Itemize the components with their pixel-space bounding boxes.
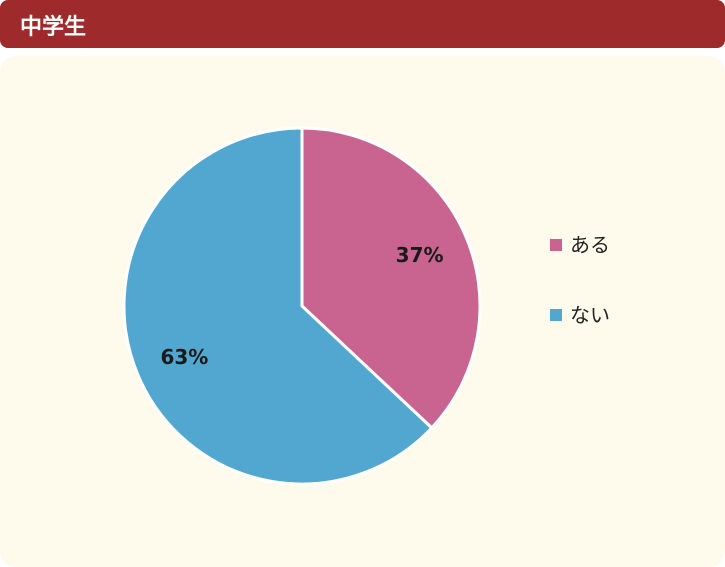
- chart-header: 中学生: [0, 0, 725, 48]
- pie-slice-2: [122, 126, 434, 486]
- legend-swatch-1: [550, 239, 562, 251]
- pie-labels: 37% 63%: [160, 243, 443, 369]
- legend-label-2: ない: [570, 303, 610, 327]
- pie-data-label-2: 63%: [160, 345, 208, 369]
- legend-label-1: ある: [570, 233, 610, 257]
- chart-title: 中学生: [20, 15, 87, 40]
- legend-swatch-2: [550, 309, 562, 321]
- pie-slices: [122, 126, 482, 486]
- pie-slice-1: [300, 126, 482, 430]
- pie-data-label-1: 37%: [396, 243, 444, 267]
